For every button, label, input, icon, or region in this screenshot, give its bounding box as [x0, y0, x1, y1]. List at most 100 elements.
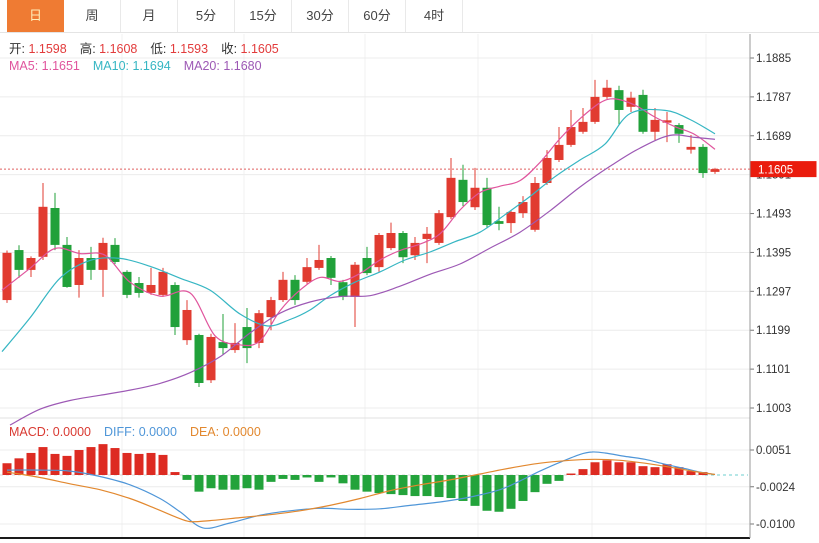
macd-histogram-bar-1 [14, 458, 24, 475]
candle-body-17 [206, 336, 216, 381]
macd-histogram-bar-14 [170, 472, 180, 475]
tab-period-1[interactable]: 周 [64, 0, 121, 32]
price-tick-label-2: 1.1689 [756, 131, 791, 143]
price-tick-label-4: 1.1493 [756, 209, 791, 221]
candle-body-7 [86, 257, 96, 270]
macd-histogram-bar-43 [518, 475, 528, 501]
price-tick-label-8: 1.1101 [756, 364, 790, 376]
candle-body-47 [566, 127, 576, 145]
macd-histogram-bar-37 [446, 475, 456, 499]
candle-body-15 [182, 309, 192, 341]
candle-body-14 [170, 284, 180, 328]
candle-body-16 [194, 334, 204, 383]
candle-body-19 [230, 342, 240, 351]
candle-body-18 [218, 342, 228, 349]
candle-body-10 [122, 271, 132, 295]
macd-histogram-bar-21 [254, 475, 264, 490]
candle-body-32 [386, 232, 396, 249]
period-tabbar: 日周月 5分 15分 30分 60分 4时 [0, 0, 819, 33]
candle-body-33 [398, 232, 408, 258]
candle-body-38 [458, 179, 468, 203]
current-price-badge-label: 1.1605 [758, 165, 793, 177]
tab-period-4[interactable]: 15分 [235, 0, 292, 32]
candle-body-1 [14, 250, 24, 270]
macd-histogram-bar-4 [50, 453, 60, 475]
macd-histogram-bar-20 [242, 475, 252, 489]
dea-line [6, 458, 716, 523]
candle-body-56 [674, 125, 684, 134]
candle-body-58 [698, 146, 708, 174]
candle-body-50 [602, 87, 612, 97]
candle-body-20 [242, 327, 252, 349]
macd-histogram-bar-41 [494, 475, 504, 512]
candle-body-57 [686, 146, 696, 150]
candle-body-44 [530, 182, 540, 230]
candle-body-41 [494, 221, 504, 224]
macd-histogram-bar-53 [638, 466, 648, 475]
macd-histogram-bar-49 [590, 462, 600, 475]
macd-histogram-bar-22 [266, 475, 276, 482]
macd-histogram-bar-57 [686, 471, 696, 475]
candle-body-5 [62, 244, 72, 287]
macd-histogram-bar-9 [110, 448, 120, 475]
candle-body-12 [146, 284, 156, 293]
tab-period-6[interactable]: 60分 [349, 0, 406, 32]
tab-period-5[interactable]: 30分 [292, 0, 349, 32]
macd-histogram-bar-16 [194, 475, 204, 492]
macd-histogram-bar-0 [2, 463, 12, 475]
macd-histogram-bar-6 [74, 450, 84, 475]
ma10-line [1, 108, 716, 353]
price-tick-label-1: 1.1787 [756, 92, 791, 104]
candle-body-52 [626, 97, 636, 107]
tab-period-7[interactable]: 4时 [406, 0, 463, 32]
macd-histogram-bar-25 [302, 475, 312, 478]
candle-body-23 [278, 279, 288, 301]
candle-body-3 [38, 206, 48, 257]
candle-body-8 [98, 242, 108, 270]
macd-histogram-bar-19 [230, 475, 240, 490]
candle-body-2 [26, 257, 36, 270]
candle-body-6 [74, 257, 84, 285]
macd-histogram-bar-51 [614, 462, 624, 475]
candle-body-9 [110, 244, 120, 262]
macd-histogram-bar-10 [122, 452, 132, 475]
tab-period-0[interactable]: 日 [7, 0, 64, 32]
candle-body-45 [542, 157, 552, 183]
candle-body-40 [482, 187, 492, 226]
current-price-badge [750, 161, 817, 178]
macd-histogram-bar-23 [278, 475, 288, 479]
candle-body-34 [410, 242, 420, 256]
macd-histogram-bar-17 [206, 475, 216, 489]
macd-histogram-bar-44 [530, 475, 540, 493]
macd-histogram-bar-27 [326, 475, 336, 478]
candle-body-29 [350, 264, 360, 297]
candle-body-4 [50, 207, 60, 245]
macd-histogram-bar-15 [182, 475, 192, 480]
macd-histogram-bar-33 [398, 475, 408, 496]
candle-body-36 [434, 213, 444, 243]
macd-histogram-bar-45 [542, 475, 552, 484]
price-tick-label-5: 1.1395 [756, 247, 791, 259]
price-tick-label-0: 1.1885 [756, 53, 791, 65]
macd-histogram-bar-11 [134, 453, 144, 475]
candle-body-37 [446, 177, 456, 218]
candle-body-46 [554, 144, 564, 160]
macd-histogram-bar-2 [26, 452, 36, 475]
macd-tick-label-0: 0.0051 [756, 445, 791, 457]
macd-histogram-bar-48 [578, 469, 588, 475]
candle-body-35 [422, 233, 432, 239]
candle-body-13 [158, 271, 168, 295]
tab-period-3[interactable]: 5分 [178, 0, 235, 32]
ma5-line [1, 98, 716, 347]
macd-histogram-bar-52 [626, 462, 636, 475]
candle-body-49 [590, 96, 600, 122]
macd-histogram-bar-30 [362, 475, 372, 492]
tab-period-2[interactable]: 月 [121, 0, 178, 32]
candle-body-43 [518, 202, 528, 214]
candle-body-54 [650, 119, 660, 132]
macd-histogram-bar-47 [566, 473, 576, 475]
macd-histogram-bar-42 [506, 475, 516, 509]
